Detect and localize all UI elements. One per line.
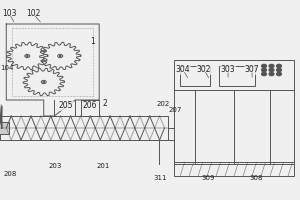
Bar	[180, 66, 210, 86]
Circle shape	[269, 64, 274, 68]
Text: 207: 207	[168, 107, 182, 113]
Text: 309: 309	[201, 175, 214, 181]
Text: 103: 103	[2, 9, 16, 19]
Circle shape	[262, 68, 266, 72]
Text: 206: 206	[83, 102, 98, 110]
Text: 302: 302	[197, 66, 211, 74]
Circle shape	[269, 72, 274, 76]
Text: 104: 104	[0, 65, 14, 71]
Text: 308: 308	[249, 175, 262, 181]
Bar	[174, 162, 294, 176]
Circle shape	[43, 81, 45, 83]
Text: 205: 205	[59, 102, 74, 110]
Circle shape	[277, 68, 281, 72]
Bar	[0, 122, 9, 134]
Circle shape	[277, 72, 281, 76]
Text: 304: 304	[176, 66, 190, 74]
Text: 1: 1	[90, 37, 95, 46]
Text: 203: 203	[48, 163, 62, 169]
Circle shape	[262, 64, 266, 68]
Text: 102: 102	[26, 9, 40, 19]
Circle shape	[26, 55, 28, 57]
Text: 208: 208	[3, 171, 16, 177]
Text: 2: 2	[102, 99, 107, 108]
Circle shape	[59, 55, 61, 57]
Text: 201: 201	[96, 163, 110, 169]
Text: 202: 202	[156, 101, 169, 107]
Text: 307: 307	[245, 66, 260, 74]
Bar	[81, 100, 99, 116]
Circle shape	[262, 72, 266, 76]
Bar	[219, 66, 255, 86]
Circle shape	[277, 64, 281, 68]
Bar	[174, 60, 294, 164]
Text: 311: 311	[153, 175, 166, 181]
Circle shape	[269, 68, 274, 72]
Bar	[0, 116, 168, 140]
Text: 303: 303	[221, 66, 236, 74]
